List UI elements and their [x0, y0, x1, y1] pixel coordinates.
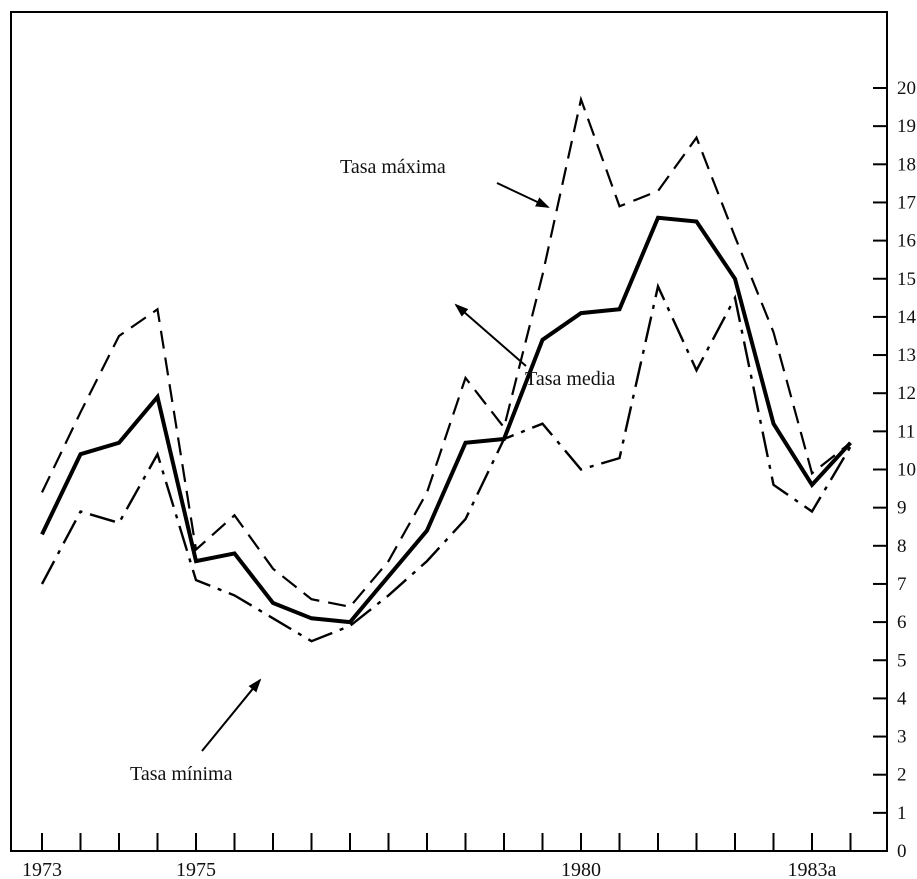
y-tick-label: 12 [897, 383, 916, 404]
annotation-label: Tasa máxima [340, 156, 446, 178]
y-tick-label: 2 [897, 765, 907, 786]
y-tick-label: 5 [897, 650, 907, 671]
y-tick-label: 6 [897, 612, 907, 633]
y-tick-label: 4 [897, 688, 907, 709]
y-tick-label: 3 [897, 727, 907, 748]
x-tick-label: 1975 [176, 859, 216, 879]
annotation-arrow [496, 182, 550, 208]
series-layer [40, 95, 852, 643]
y-tick-label: 18 [897, 154, 916, 175]
series-line-1 [40, 215, 852, 625]
plot-frame [10, 11, 888, 852]
annotation-arrow [201, 678, 262, 752]
annotation-label: Tasa media [525, 368, 615, 390]
y-tick-label: 15 [897, 269, 916, 290]
x-axis: 1973 1975 1980 1983a [22, 833, 852, 879]
y-tick-label: 11 [897, 421, 915, 442]
x-tick-label: 1973 [22, 859, 62, 879]
annotation-label: Tasa mínima [130, 763, 233, 785]
series-line-2 [40, 282, 852, 643]
y-tick-label: 0 [897, 841, 907, 862]
y-tick-label: 1 [897, 803, 907, 824]
y-tick-label: 13 [897, 345, 916, 366]
y-tick-label: 8 [897, 536, 907, 557]
x-tick-label: 1980 [561, 859, 601, 879]
y-tick-label: 7 [897, 574, 907, 595]
y-tick-label: 14 [897, 307, 917, 328]
y-tick-label: 16 [897, 231, 916, 252]
annotation-arrow [454, 303, 527, 367]
y-tick-label: 9 [897, 498, 907, 519]
y-tick-label: 17 [897, 192, 916, 213]
x-tick-label: 1983a [788, 859, 837, 879]
y-tick-label: 10 [897, 460, 916, 481]
series-line-0 [41, 95, 852, 609]
y-tick-label: 19 [897, 116, 916, 137]
annotation-layer: Tasa máxima Tasa media Tasa mínima [130, 156, 615, 785]
y-tick-label: 20 [897, 78, 916, 99]
